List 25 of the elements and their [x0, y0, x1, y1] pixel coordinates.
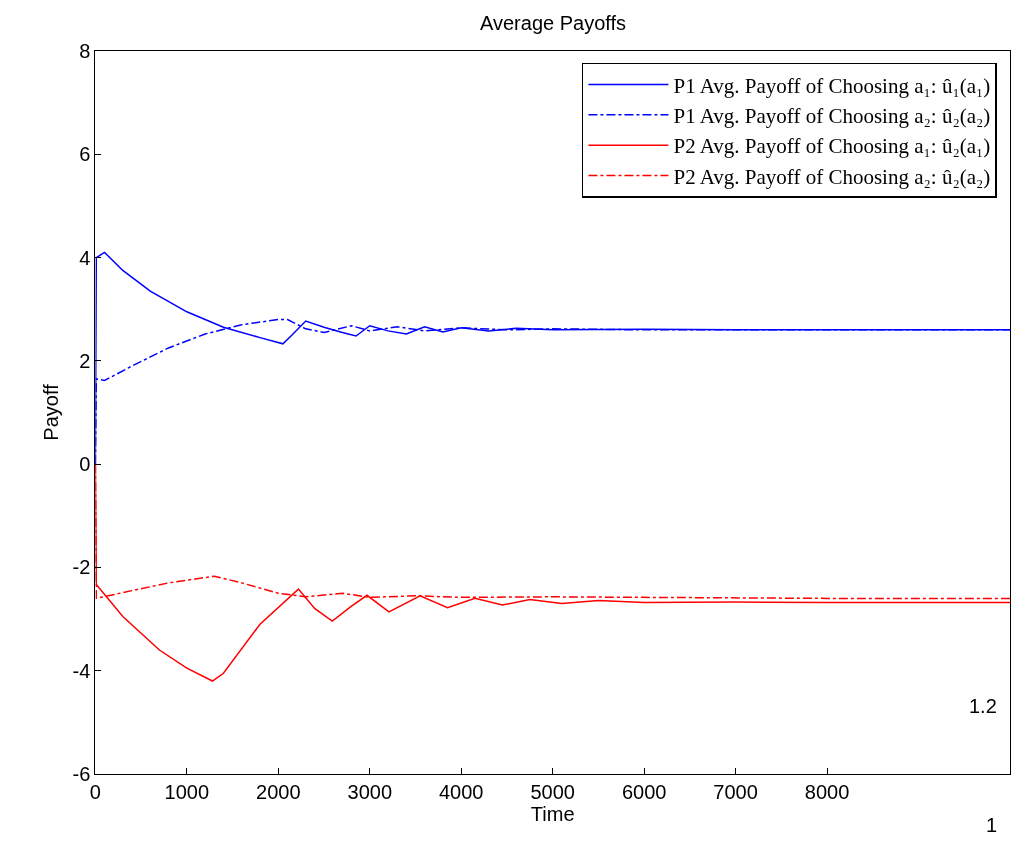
y-tick-label: -6	[72, 762, 91, 785]
x-tick-label: 8000	[804, 780, 850, 803]
annotation: 1.2	[969, 695, 997, 717]
legend-label: P1 Avg. Payoff of Choosing a₂: û₂(a₂)	[673, 104, 991, 129]
chart-title: Average Payoffs	[480, 12, 627, 34]
y-tick-label: 8	[79, 40, 91, 62]
y-tick-label: 2	[79, 349, 91, 372]
y-tick-label: -2	[72, 556, 91, 579]
text: 1	[986, 814, 998, 836]
y-tick-label: -4	[72, 659, 91, 682]
x-tick-label: 5000	[530, 780, 575, 803]
legend-label: P1 Avg. Payoff of Choosing a₁: û₁(a₁)	[673, 73, 991, 98]
x-tick-label: 2000	[256, 780, 301, 803]
legend-label: P2 Avg. Payoff of Choosing a₁: û₂(a₁)	[673, 134, 991, 159]
x-axis-title: Time	[530, 802, 575, 825]
x-tick-label: 7000	[713, 780, 758, 803]
legend-label: P2 Avg. Payoff of Choosing a₂: û₂(a₂)	[673, 164, 991, 189]
x-tick-label: 4000	[438, 780, 484, 803]
y-axis-title: Payoff	[40, 383, 63, 441]
y-tick-label: 4	[79, 246, 91, 269]
x-tick-label: 3000	[347, 780, 393, 803]
y-tick-label: 6	[79, 143, 91, 166]
x-tick-label: 6000	[621, 780, 667, 803]
y-tick-label: 0	[79, 453, 91, 476]
x-tick-label: 1000	[164, 780, 210, 803]
